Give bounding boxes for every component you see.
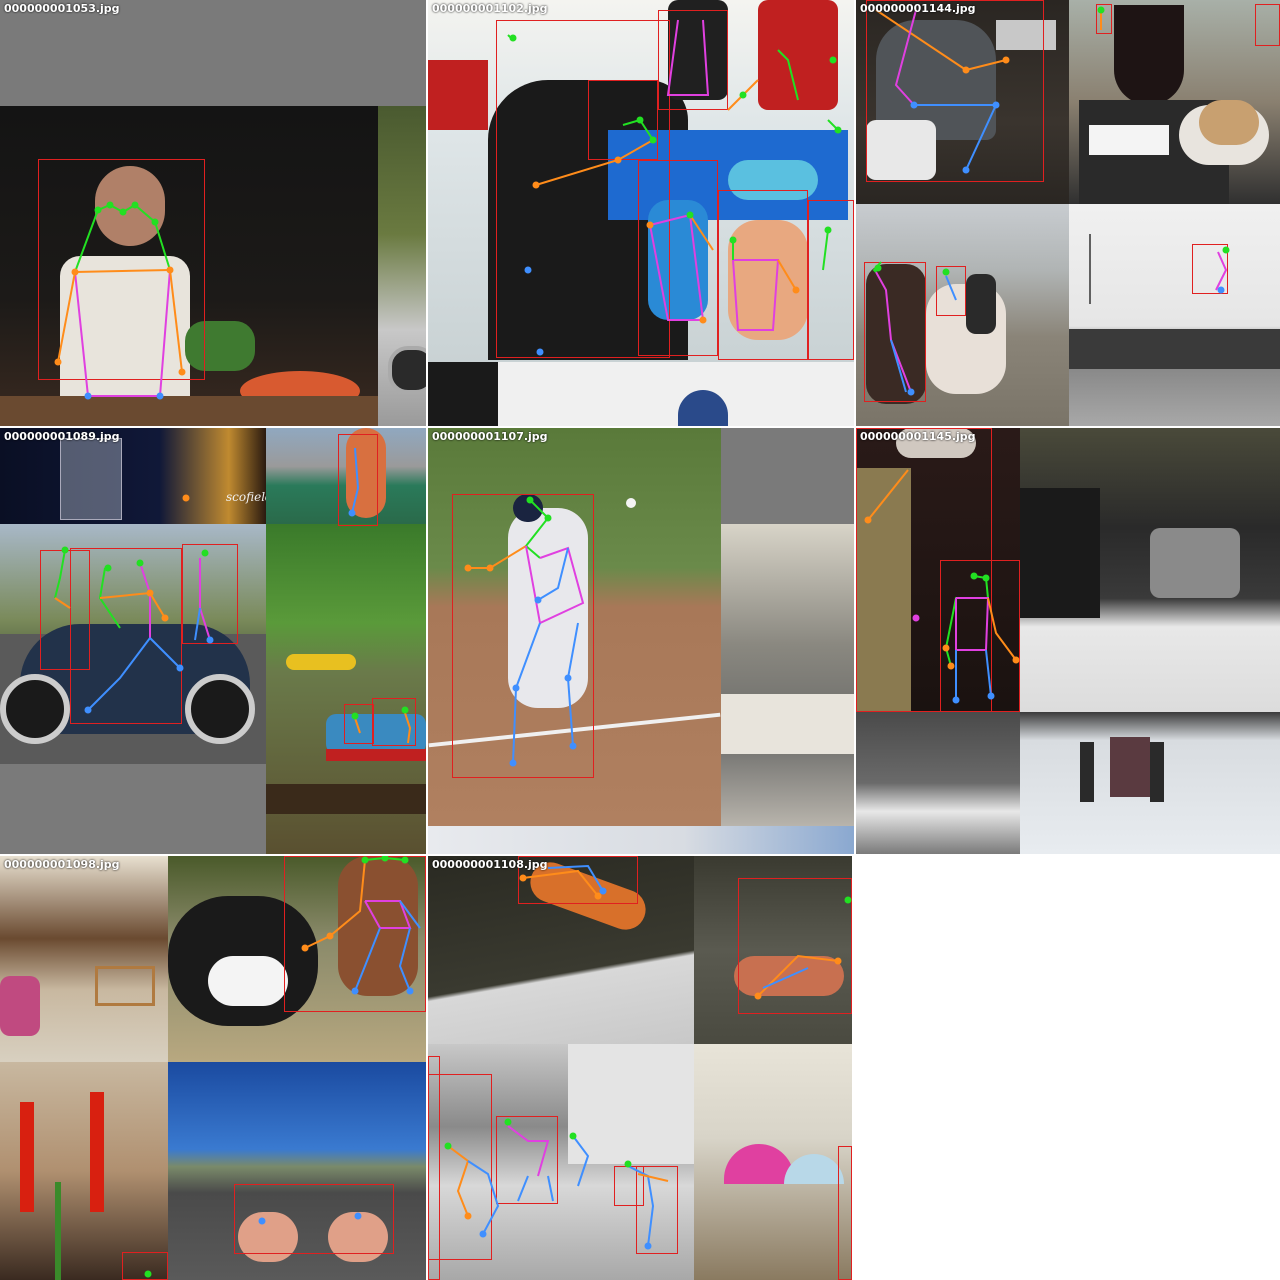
mosaic-tile-6: 000000001145.jpg [856, 428, 1280, 854]
pose-skeleton [507, 19, 842, 356]
tile-filename: 000000001144.jpg [860, 2, 976, 15]
photo-umbrellas [856, 712, 1020, 854]
photo-skateboard-trick [428, 856, 694, 1044]
person-box [496, 20, 670, 358]
photo-hangar-plane [721, 524, 854, 826]
tile-filename: 000000001102.jpg [432, 2, 548, 15]
person-box [70, 548, 182, 724]
photo-umbrella-cafe [694, 1044, 852, 1280]
pose-skeleton [444, 864, 852, 1250]
person-box [738, 878, 852, 1014]
person-box [808, 200, 854, 360]
photo-watermark: scofield2011 [226, 490, 266, 504]
photo-living-room [0, 856, 168, 1062]
person-box [1096, 4, 1112, 34]
person-box [636, 1166, 678, 1254]
mosaic-tile-4: scofield2011 [0, 428, 426, 854]
person-box [638, 160, 718, 356]
pose-skeleton [54, 447, 412, 744]
pose-skeleton [464, 496, 585, 767]
photo-snow-people [1020, 712, 1280, 854]
mosaic-tile-1: 000000001053.jpg [0, 0, 426, 426]
photo-cap [428, 362, 854, 426]
photo-motorcycle [0, 524, 266, 764]
photo-skatepark [1069, 204, 1280, 426]
pose-skeleton [864, 469, 1020, 704]
photo-suit-glass: scofield2011 [0, 428, 266, 524]
person-box [234, 1184, 394, 1254]
mosaic-tile-2: 000000001102.jpg [428, 0, 854, 426]
person-box [38, 159, 205, 380]
person-box [856, 428, 992, 712]
photo-kitchen-stove [1020, 428, 1280, 712]
photo-tree-sky [428, 826, 854, 854]
person-box [588, 80, 658, 160]
photo-legs-court [266, 428, 426, 524]
pose-skeleton [54, 201, 186, 400]
photo-red-flowers [0, 1062, 168, 1280]
person-box [866, 0, 1044, 182]
mosaic-tile-8: 000000001108.jpg [428, 856, 852, 1280]
photo-horse-beach [856, 204, 1069, 426]
mosaic-tile-3: 000000001144.jpg [856, 0, 1280, 426]
person-box [864, 262, 926, 402]
person-box [284, 856, 426, 1012]
pose-skeleton [872, 6, 1230, 396]
person-box [936, 266, 966, 316]
person-box [1192, 244, 1228, 294]
person-box [452, 494, 594, 778]
photo-fallen-skater [694, 856, 852, 1044]
mosaic-tile-5: 000000001107.jpg [428, 428, 854, 854]
photo-wine-glass [1069, 0, 1280, 204]
photo-car-edge [378, 106, 426, 426]
person-box [718, 190, 808, 360]
person-box [372, 698, 416, 746]
photo-dark-figure [856, 428, 1020, 712]
person-box [338, 434, 378, 526]
person-box [344, 704, 374, 744]
tile-filename: 000000001053.jpg [4, 2, 120, 15]
tile-filename: 000000001145.jpg [860, 430, 976, 443]
person-box [496, 1116, 558, 1204]
mosaic-tile-7: 000000001098.jpg [0, 856, 426, 1280]
tile-filename: 000000001108.jpg [432, 858, 548, 871]
tile-filename: 000000001089.jpg [4, 430, 120, 443]
tile-filename: 000000001107.jpg [432, 430, 548, 443]
photo-calf-woman [168, 856, 426, 1062]
person-box [518, 856, 638, 904]
photo-pond-boats [266, 524, 426, 854]
pose-skeleton [144, 856, 421, 1278]
tile-filename: 000000001098.jpg [4, 858, 120, 871]
person-box [658, 10, 728, 110]
